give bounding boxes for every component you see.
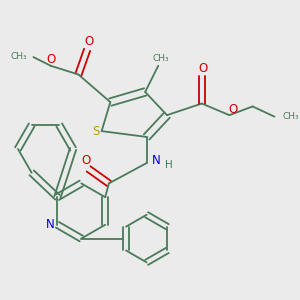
Text: CH₃: CH₃ bbox=[152, 54, 169, 63]
Text: O: O bbox=[229, 103, 238, 116]
Text: N: N bbox=[152, 154, 160, 167]
Text: O: O bbox=[46, 53, 55, 67]
Text: CH₃: CH₃ bbox=[283, 112, 299, 121]
Text: H: H bbox=[164, 160, 172, 170]
Text: CH₃: CH₃ bbox=[11, 52, 27, 61]
Text: O: O bbox=[84, 35, 93, 48]
Text: S: S bbox=[93, 124, 100, 138]
Text: N: N bbox=[46, 218, 55, 231]
Text: O: O bbox=[199, 62, 208, 75]
Text: O: O bbox=[81, 154, 90, 167]
